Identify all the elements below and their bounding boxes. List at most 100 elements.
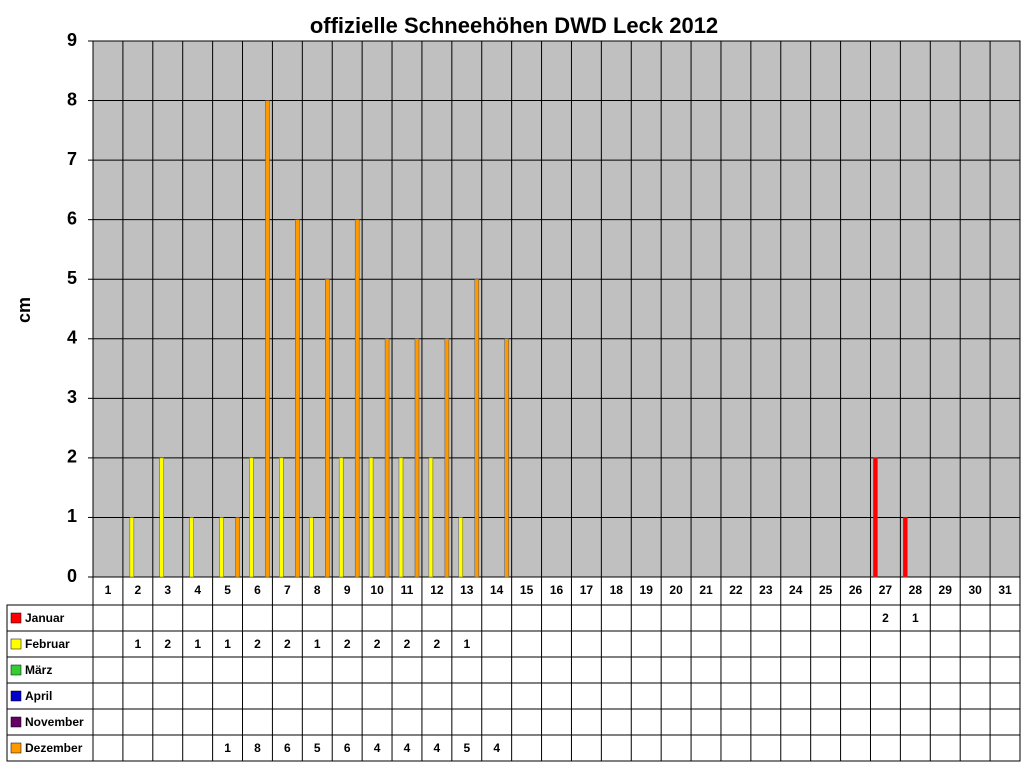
legend-swatch (10, 716, 22, 728)
y-tick-label: 4 (67, 328, 77, 348)
table-value: 1 (912, 611, 919, 625)
x-tick-label: 20 (669, 583, 683, 597)
bar (338, 457, 344, 578)
table-value: 4 (374, 741, 381, 755)
plot-area (92, 40, 1021, 578)
x-tick-label: 21 (699, 583, 713, 597)
x-tick-label: 24 (789, 583, 803, 597)
x-tick-label: 10 (370, 583, 384, 597)
y-tick-label: 0 (67, 566, 77, 586)
x-tick-label: 18 (610, 583, 624, 597)
table-value: 1 (135, 637, 142, 651)
x-tick-label: 5 (224, 583, 231, 597)
table-value: 1 (224, 637, 231, 651)
table-value: 2 (882, 611, 889, 625)
x-tick-label: 16 (550, 583, 564, 597)
y-tick-label: 9 (67, 30, 77, 50)
x-tick-label: 3 (164, 583, 171, 597)
bar (189, 517, 194, 578)
bar (458, 517, 464, 578)
table-value: 4 (434, 741, 441, 755)
table-value: 2 (404, 637, 411, 651)
y-tick-label: 6 (67, 208, 77, 228)
x-tick-label: 17 (580, 583, 594, 597)
bar (384, 338, 390, 578)
bar (235, 517, 240, 578)
legend-label: Januar (25, 611, 65, 625)
table-value: 1 (463, 637, 470, 651)
legend-label: März (25, 663, 52, 677)
x-tick-label: 15 (520, 583, 534, 597)
legend-label: Februar (25, 637, 70, 651)
table-value: 8 (254, 741, 261, 755)
x-tick-label: 9 (344, 583, 351, 597)
x-tick-label: 31 (998, 583, 1012, 597)
y-tick-label: 8 (67, 89, 77, 109)
table-value: 1 (224, 741, 231, 755)
table-value: 5 (314, 741, 321, 755)
bar (159, 457, 165, 578)
x-tick-label: 12 (430, 583, 444, 597)
table-value: 1 (314, 637, 321, 651)
bar (129, 517, 135, 578)
table-value: 2 (284, 637, 291, 651)
table-value: 2 (344, 637, 351, 651)
x-tick-label: 23 (759, 583, 773, 597)
x-tick-label: 25 (819, 583, 833, 597)
legend-swatch (10, 664, 22, 676)
bar (903, 517, 908, 578)
x-tick-label: 1 (105, 583, 112, 597)
bar (325, 278, 330, 578)
table-value: 6 (344, 741, 351, 755)
x-tick-label: 14 (490, 583, 504, 597)
bar (354, 219, 360, 578)
x-tick-label: 27 (879, 583, 893, 597)
x-tick-label: 30 (968, 583, 982, 597)
x-tick-label: 22 (729, 583, 743, 597)
table-value: 5 (463, 741, 470, 755)
bar (368, 457, 374, 578)
y-axis-label: cm (14, 297, 34, 323)
x-tick-label: 29 (939, 583, 953, 597)
legend-swatch (10, 742, 22, 754)
bar (474, 278, 480, 578)
table-value: 1 (194, 637, 201, 651)
bar (428, 457, 434, 578)
x-tick-label: 2 (135, 583, 142, 597)
legend-swatch (10, 612, 22, 624)
bar (265, 100, 270, 578)
table-value: 2 (164, 637, 171, 651)
table-value: 2 (434, 637, 441, 651)
bar (414, 338, 420, 578)
legend-label: Dezember (25, 741, 83, 755)
x-tick-label: 7 (284, 583, 291, 597)
x-tick-label: 19 (640, 583, 654, 597)
table-value: 4 (493, 741, 500, 755)
y-tick-label: 5 (67, 268, 77, 288)
bar (444, 338, 450, 578)
bar (295, 219, 300, 578)
y-tick-label: 3 (67, 387, 77, 407)
table-value: 4 (404, 741, 411, 755)
table-value: 6 (284, 741, 291, 755)
bar (504, 338, 509, 578)
x-tick-label: 4 (194, 583, 201, 597)
x-tick-label: 8 (314, 583, 321, 597)
table-value: 2 (254, 637, 261, 651)
x-tick-label: 13 (460, 583, 474, 597)
bar (219, 517, 224, 578)
bar (873, 457, 878, 578)
y-tick-label: 7 (67, 149, 77, 169)
x-tick-label: 11 (401, 583, 414, 597)
chart-title: offizielle Schneehöhen DWD Leck 2012 (310, 13, 718, 38)
x-tick-label: 26 (849, 583, 863, 597)
bar (279, 457, 284, 578)
table-value: 2 (374, 637, 381, 651)
bar (309, 517, 314, 578)
y-tick-label: 2 (67, 447, 77, 467)
x-tick-label: 28 (909, 583, 923, 597)
bar (398, 457, 404, 578)
legend-label: November (25, 715, 84, 729)
legend-label: April (25, 689, 52, 703)
